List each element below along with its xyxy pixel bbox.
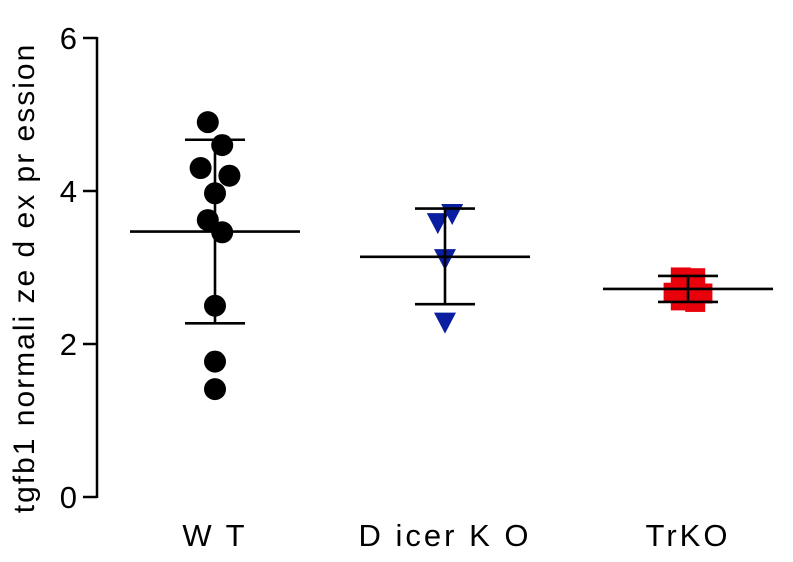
y-axis-title: tgfb1 normali ze d ex pr ession xyxy=(8,43,41,514)
data-point-circle xyxy=(196,209,219,232)
x-category-label: W T xyxy=(182,518,247,553)
data-point-triangle xyxy=(434,312,456,334)
series-group xyxy=(130,111,300,401)
x-category-label: D icer K O xyxy=(359,518,532,553)
y-tick-label: 4 xyxy=(60,174,77,209)
y-tick-label: 2 xyxy=(60,327,77,362)
y-tick-label: 6 xyxy=(60,21,77,56)
series-group xyxy=(360,203,530,334)
data-point-circle xyxy=(218,164,241,187)
y-axis: 0 2 4 6 xyxy=(60,21,99,515)
data-point-circle xyxy=(204,378,226,401)
y-tick-label: 0 xyxy=(60,480,77,515)
data-point-circle xyxy=(196,111,219,134)
data-point-circle xyxy=(204,350,226,373)
x-category-label: TrKO xyxy=(646,518,731,553)
data-point-square xyxy=(685,268,706,289)
series-group xyxy=(603,267,773,312)
data-point-triangle xyxy=(426,213,449,235)
x-axis-labels: W T D icer K O TrKO xyxy=(182,518,731,553)
data-point-circle xyxy=(189,157,212,180)
series-layer xyxy=(130,111,773,401)
